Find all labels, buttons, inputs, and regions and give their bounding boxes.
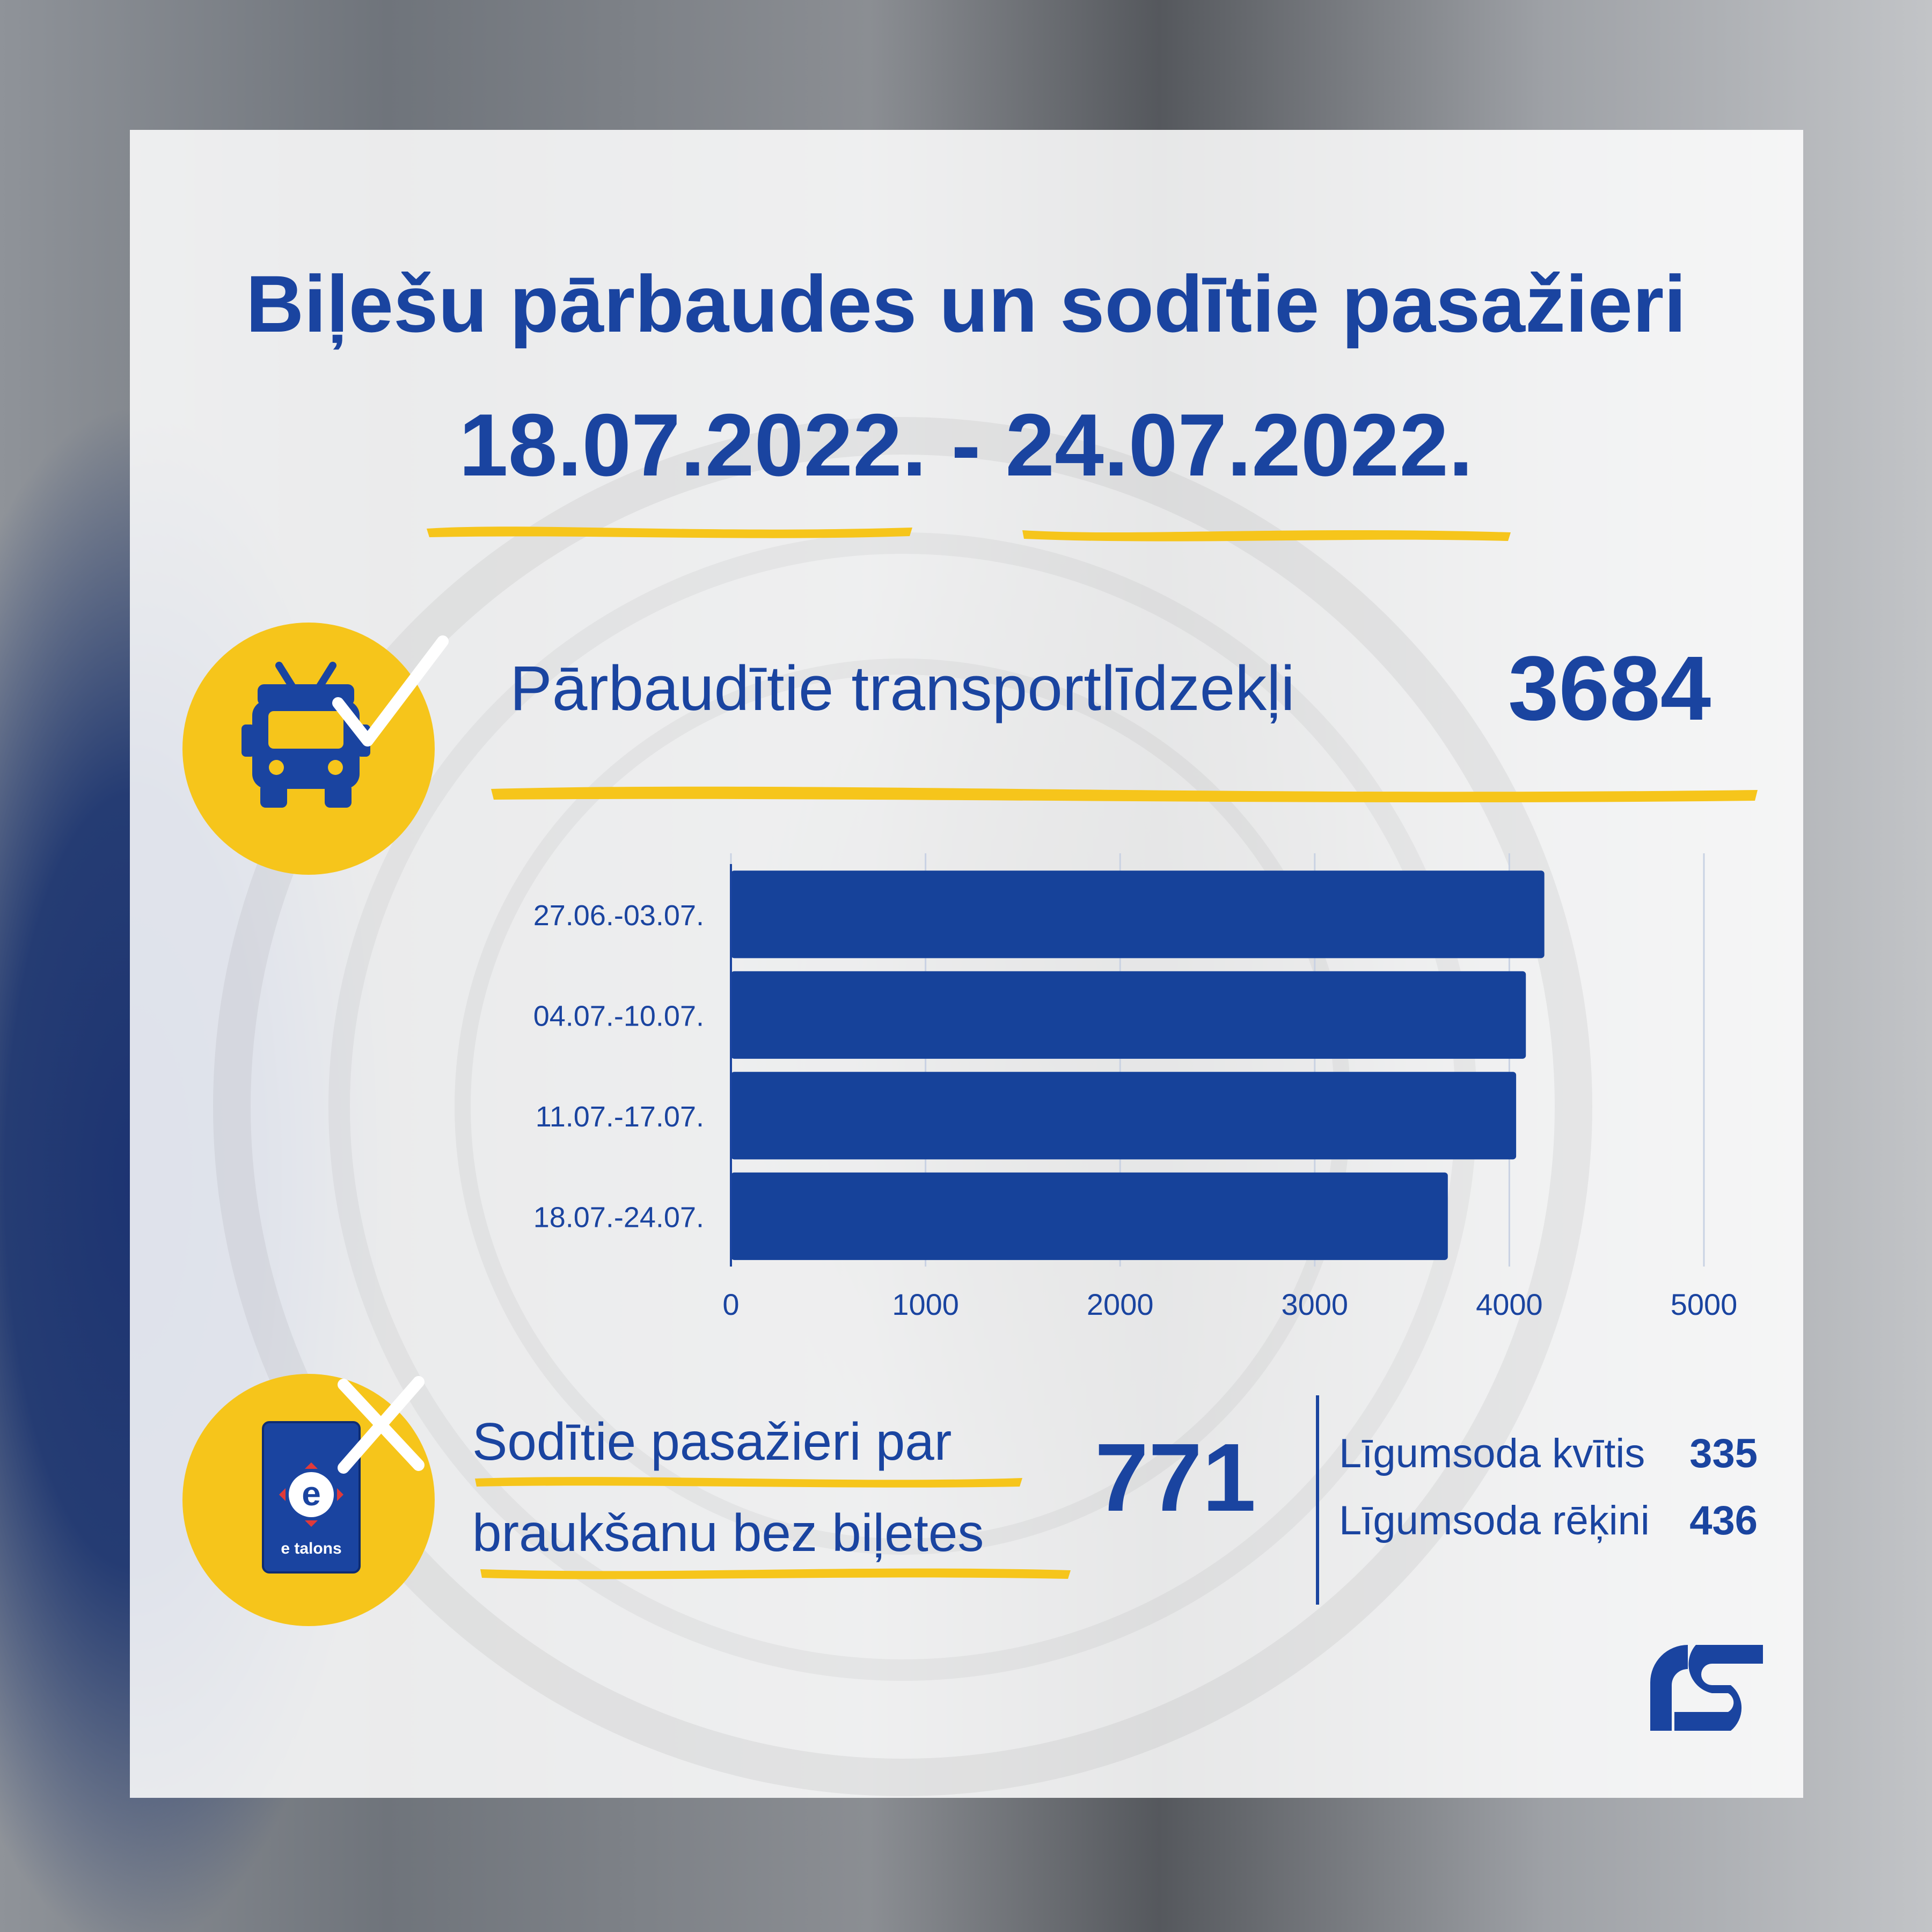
breakdown-value: 335: [1689, 1431, 1758, 1476]
page-title: Biļešu pārbaudes un sodītie pasažieri: [245, 259, 1687, 349]
card-text: e talons: [281, 1540, 341, 1557]
cross-icon: [338, 1376, 425, 1474]
title-underline-right: [1022, 530, 1511, 541]
y-category-label: 11.07.-17.07.: [536, 1101, 704, 1133]
checked-vehicles-value: 3684: [1508, 638, 1711, 740]
trolleybus-icon: [241, 662, 370, 808]
breakdown-label: Līgumsoda rēķini: [1339, 1498, 1650, 1543]
breakdown-label: Līgumsoda kvītis: [1339, 1431, 1645, 1476]
x-tick-label: 3000: [1282, 1287, 1349, 1321]
divider: [1316, 1395, 1319, 1605]
x-tick-label: 1000: [892, 1287, 959, 1321]
bar-chart: 0 1000 2000 3000 4000 5000 27.06.-03.07. 04.07.…: [533, 853, 1738, 1321]
x-tick-label: 4000: [1476, 1287, 1543, 1321]
bar: [731, 1172, 1448, 1260]
y-category-label: 04.07.-10.07.: [533, 1000, 704, 1032]
checked-underline: [491, 786, 1758, 803]
checked-vehicles-label: Pārbaudītie transportlīdzekļi: [510, 653, 1295, 724]
bar: [731, 870, 1545, 958]
fined-total-value: 771: [1095, 1424, 1256, 1532]
bar: [731, 971, 1526, 1059]
fined-underline-2: [480, 1568, 1071, 1579]
fined-label-line1: Sodītie pasažieri par: [472, 1412, 952, 1471]
rigas-satiksme-logo: [1650, 1645, 1763, 1731]
title-underline-left: [427, 526, 912, 538]
date-range: 18.07.2022. - 24.07.2022.: [459, 396, 1473, 494]
breakdown-row-rekini: Līgumsoda rēķini 436: [1339, 1497, 1758, 1544]
checkmark-icon: [332, 635, 449, 747]
breakdown-value: 436: [1689, 1498, 1758, 1543]
y-category-label: 27.06.-03.07.: [533, 899, 704, 932]
etalons-card-icon: e e talons: [262, 1421, 361, 1574]
x-tick-label: 2000: [1087, 1287, 1154, 1321]
breakdown-row-kvitis: Līgumsoda kvītis 335: [1339, 1430, 1758, 1477]
svg-text:e: e: [302, 1474, 321, 1513]
y-category-label: 18.07.-24.07.: [533, 1201, 704, 1233]
x-tick-label: 5000: [1671, 1287, 1738, 1321]
x-tick-label: 0: [722, 1287, 739, 1321]
bar: [731, 1072, 1517, 1160]
fined-label-line2: braukšanu bez biļetes: [472, 1503, 984, 1562]
fined-underline-1: [475, 1477, 1022, 1488]
